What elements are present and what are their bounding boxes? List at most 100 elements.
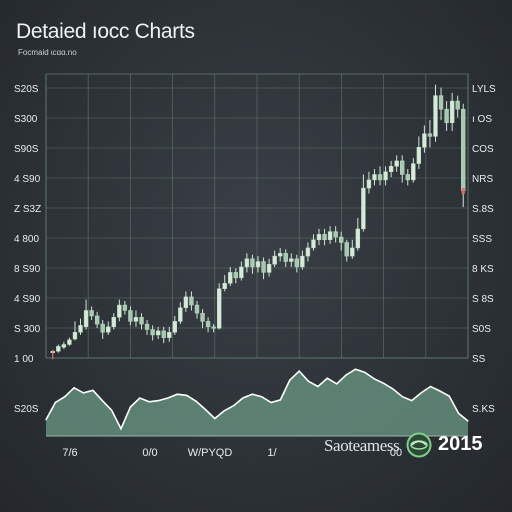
x-tick-label: 0/0 xyxy=(142,447,157,459)
area-point xyxy=(54,401,56,404)
candle-body xyxy=(372,174,377,181)
area-point xyxy=(204,408,207,411)
candle-body xyxy=(283,253,288,262)
brand-name: Saoteamess xyxy=(324,436,400,455)
footer-year: 2015 xyxy=(438,433,483,455)
candle-body xyxy=(167,331,172,338)
candle-body xyxy=(250,258,255,268)
candle-body xyxy=(344,242,349,257)
y-tick-label-left: S20S xyxy=(14,84,39,95)
candle-body xyxy=(333,231,338,238)
candle-body xyxy=(144,323,150,330)
area-point xyxy=(307,380,310,382)
y-tick-label-right: ı OS xyxy=(472,114,492,125)
candlestick-series xyxy=(50,84,466,360)
y-tick-label-right: S0S xyxy=(472,324,491,335)
area-point xyxy=(261,396,263,398)
y-tick-label-left: 4 S90 xyxy=(14,174,41,185)
candle-body xyxy=(83,310,89,328)
area-point xyxy=(392,388,394,390)
candle-body xyxy=(117,304,122,318)
candle-body xyxy=(161,330,166,338)
candle-body xyxy=(294,258,300,268)
candle-body xyxy=(205,321,211,328)
plot-frame xyxy=(45,73,469,359)
chart-grid xyxy=(45,73,469,359)
candle-body xyxy=(461,108,466,192)
area-point xyxy=(223,410,225,412)
area-point xyxy=(195,400,197,402)
candle-body xyxy=(155,330,161,336)
candle-body xyxy=(350,247,355,257)
area-point xyxy=(167,397,169,399)
area-point xyxy=(82,392,85,394)
candle-body xyxy=(422,133,427,148)
area-point xyxy=(214,417,216,420)
area-point xyxy=(467,420,469,422)
area-point xyxy=(317,385,319,388)
area-point xyxy=(129,406,131,408)
area-point xyxy=(45,419,47,421)
area-point xyxy=(92,389,94,391)
candle-body xyxy=(244,258,250,268)
candle-body xyxy=(361,187,366,230)
area-point xyxy=(270,401,272,404)
area-point xyxy=(298,370,300,372)
area-point xyxy=(289,379,291,381)
y-tick-label-left: 4 S90 xyxy=(14,294,41,305)
y-axis-right: LYLS ı OS COS NRS S.8S SSS 8 KS S 8S S0S SS xyxy=(472,84,496,365)
candle-body xyxy=(277,253,283,257)
candle-body xyxy=(266,263,272,273)
candle-body xyxy=(183,296,189,309)
area-point xyxy=(64,396,66,398)
candle-body xyxy=(178,307,183,322)
candle-body xyxy=(111,317,116,328)
candle-body xyxy=(255,261,261,268)
candle-body xyxy=(172,321,177,333)
y-tick-label-left: Z S3Z xyxy=(14,204,41,215)
area-point xyxy=(251,393,253,395)
candle-body xyxy=(377,174,383,181)
candle-body xyxy=(106,326,111,333)
candle-body xyxy=(272,255,277,265)
y-tick-label-right: 8 KS xyxy=(472,264,494,275)
area-point xyxy=(120,428,122,430)
area-point xyxy=(148,401,150,403)
candle-body xyxy=(438,95,444,110)
candle-body xyxy=(216,288,222,329)
candle-body xyxy=(444,108,449,124)
candle-body xyxy=(261,261,266,273)
area-point xyxy=(186,394,188,397)
candle-body xyxy=(139,317,144,325)
candle-body xyxy=(427,133,433,137)
area-point xyxy=(232,405,235,407)
candle-body xyxy=(411,163,416,181)
candle-body xyxy=(133,317,139,322)
candle-body xyxy=(305,247,311,257)
y-tick-label-right: NRS xyxy=(472,174,493,185)
candle-body xyxy=(122,304,128,311)
candle-body xyxy=(61,344,67,348)
area-series xyxy=(45,368,469,437)
candle-body xyxy=(128,310,133,322)
candle-body xyxy=(405,174,410,181)
y-tick-label-left: S90S xyxy=(14,144,39,155)
candle-body xyxy=(300,255,305,268)
y-tick-label-right: SS xyxy=(472,354,486,365)
area-point xyxy=(279,399,282,401)
candle-body xyxy=(416,147,422,164)
area-point xyxy=(383,382,385,384)
candle-body xyxy=(200,312,205,322)
candle-accent-red xyxy=(461,188,465,195)
candle-body xyxy=(211,326,216,329)
area-point xyxy=(420,392,422,394)
area-point xyxy=(242,397,244,399)
candle-body xyxy=(100,323,105,333)
candle-body xyxy=(194,304,200,314)
x-axis: 7/6 0/0 W/PYQD 1/00 xyxy=(62,447,402,459)
area-y-tick-label-left: S20S xyxy=(14,404,39,415)
area-point xyxy=(411,399,413,402)
area-point xyxy=(111,409,113,411)
x-tick-label: 7/6 xyxy=(62,447,77,459)
